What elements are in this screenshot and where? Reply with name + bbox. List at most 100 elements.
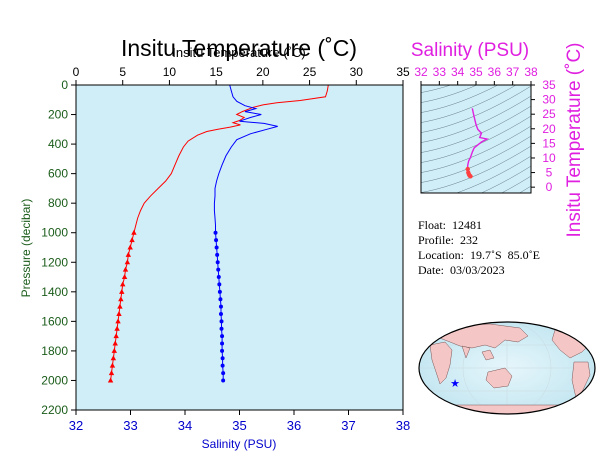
temperature-point [115, 318, 121, 324]
ts-title: Salinity (PSU) [411, 40, 529, 61]
salinity-tick-label: 37 [341, 418, 355, 433]
salinity-point [213, 230, 218, 235]
ts-density-contour [421, 105, 531, 153]
pressure-tick-label: 1000 [41, 226, 68, 240]
salinity-point [220, 348, 225, 353]
temperature-tick-label: 30 [350, 65, 364, 79]
salinity-point [217, 282, 222, 287]
pressure-tick-label: 1600 [41, 314, 68, 328]
temperature-tick-label: 10 [163, 65, 177, 79]
temperature-point [125, 251, 132, 257]
temperature-tick-label: 20 [256, 65, 270, 79]
salinity-tick-label: 34 [178, 418, 192, 433]
salinity-point [218, 311, 223, 316]
salinity-line [213, 84, 278, 381]
salinity-point [214, 238, 219, 243]
temperature-point [127, 244, 133, 250]
ts-salinity-tick-label: 33 [433, 65, 447, 79]
ts-density-contour [421, 85, 517, 123]
ts-plot-area [421, 85, 531, 193]
pressure-tick-label: 2200 [41, 403, 68, 417]
temperature-point [120, 281, 126, 287]
temperature-point [111, 347, 118, 353]
ts-temperature-tick-label: 0 [546, 180, 553, 194]
temperature-point [116, 310, 122, 316]
pressure-tick-label: 800 [48, 196, 68, 210]
ts-temperature-tick-label: 35 [542, 78, 556, 92]
ts-temperature-tick-label: 15 [542, 136, 556, 150]
pressure-axis-label: Pressure (decibar) [19, 199, 33, 298]
map-africa [429, 341, 453, 385]
ts-profile-point [468, 174, 473, 179]
ts-density-contour [401, 0, 551, 25]
temperature-tick-label: 5 [119, 65, 126, 79]
temperature-point [112, 340, 118, 346]
temperature-tick-label: 25 [303, 65, 317, 79]
ts-temperature-tick-label: 10 [542, 151, 556, 165]
salinity-point [216, 267, 221, 272]
pressure-tick-label: 1800 [41, 344, 68, 358]
ts-salinity-tick-label: 36 [488, 65, 502, 79]
temperature-point [109, 362, 116, 368]
main-title: Insitu Temperature (˚C) [121, 35, 357, 61]
ts-salinity-tick-label: 35 [469, 65, 483, 79]
temperature-point [114, 325, 120, 331]
salinity-tick-label: 33 [123, 418, 137, 433]
ts-salinity-tick-label: 34 [451, 65, 465, 79]
ts-density-contour [421, 135, 531, 183]
salinity-point [219, 319, 224, 324]
map-india [461, 345, 471, 359]
salinity-point [214, 245, 219, 250]
profile-date: Date: 03/03/2023 [418, 263, 505, 277]
temperature-axis-label: Insitu Temperature (˚C) [172, 45, 305, 60]
salinity-point [217, 289, 222, 294]
map-indonesia [481, 349, 495, 361]
temperature-tick-label: 35 [396, 65, 410, 79]
salinity-point [221, 378, 226, 383]
float-location-marker: ★ [450, 378, 460, 390]
ts-density-contour [421, 95, 531, 143]
map-australia [485, 367, 513, 389]
ts-temperature-tick-label: 25 [542, 107, 556, 121]
ts-density-contour [421, 85, 499, 113]
ts-profile-point [465, 166, 470, 172]
salinity-tick-label: 32 [69, 418, 83, 433]
float-location: Location: 19.7˚S 85.0˚E [418, 248, 540, 262]
salinity-tick-label: 36 [287, 418, 301, 433]
temperature-tick-label: 0 [73, 65, 80, 79]
salinity-tick-label: 38 [396, 418, 410, 433]
ts-temperature-tick-label: 20 [542, 122, 556, 136]
temperature-point [110, 355, 117, 361]
location-map: ★ [418, 321, 596, 415]
ts-density-contour [421, 85, 478, 103]
salinity-point [218, 297, 223, 302]
salinity-point [220, 334, 225, 339]
ts-temperature-tick-label: 5 [546, 166, 553, 180]
map-border [418, 321, 596, 415]
salinity-point [220, 363, 225, 368]
temperature-point [117, 303, 123, 309]
profile-number: Profile: 232 [418, 233, 478, 247]
ts-salinity-tick-label: 32 [414, 65, 428, 79]
pressure-tick-label: 1200 [41, 255, 68, 269]
float-id: Float: 12481 [418, 218, 483, 232]
salinity-point [221, 371, 226, 376]
salinity-tick-label: 35 [232, 418, 246, 433]
ts-density-contour [455, 155, 531, 193]
temperature-point [131, 229, 137, 235]
ts-density-contour [401, 0, 551, 45]
main-axes: 0200400600800100012001400160018002000220… [41, 65, 410, 433]
temperature-point [119, 288, 125, 294]
salinity-point [219, 326, 224, 331]
salinity-point [216, 275, 221, 280]
ts-density-contour [401, 0, 551, 35]
salinity-point [215, 260, 220, 265]
salinity-point [220, 356, 225, 361]
temperature-point [118, 296, 124, 302]
temperature-point [107, 377, 114, 383]
temperature-point [113, 333, 119, 339]
pressure-tick-label: 1400 [41, 285, 68, 299]
float-info-panel: Float: 12481 Profile: 232 Location: 19.7… [418, 218, 540, 278]
